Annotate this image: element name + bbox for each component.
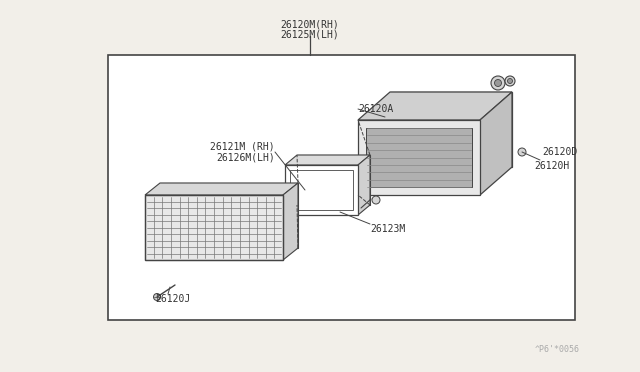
Polygon shape — [480, 92, 512, 195]
Bar — [145, 195, 283, 260]
Bar — [366, 128, 472, 187]
Text: 26121M (RH): 26121M (RH) — [211, 141, 275, 151]
Polygon shape — [145, 183, 298, 195]
Text: 26125M(LH): 26125M(LH) — [280, 29, 339, 39]
Bar — [290, 170, 353, 210]
Polygon shape — [160, 183, 298, 248]
Text: 26120A: 26120A — [358, 104, 393, 114]
Bar — [145, 195, 283, 260]
Circle shape — [495, 80, 502, 87]
Circle shape — [508, 78, 513, 83]
Polygon shape — [390, 92, 512, 167]
Text: 26126M(LH): 26126M(LH) — [216, 152, 275, 162]
Text: 26120J: 26120J — [155, 294, 190, 304]
Polygon shape — [283, 183, 298, 260]
Text: 26123M: 26123M — [370, 224, 405, 234]
Text: ^P6'*0056: ^P6'*0056 — [535, 345, 580, 354]
Text: 26120H: 26120H — [534, 161, 569, 171]
Bar — [285, 165, 358, 215]
Circle shape — [154, 294, 161, 301]
Polygon shape — [358, 92, 512, 120]
Polygon shape — [297, 155, 370, 205]
Circle shape — [491, 76, 505, 90]
Circle shape — [505, 76, 515, 86]
Circle shape — [518, 148, 526, 156]
Polygon shape — [358, 155, 370, 215]
Text: 26120M(RH): 26120M(RH) — [280, 19, 339, 29]
Circle shape — [372, 196, 380, 204]
Polygon shape — [285, 155, 370, 165]
Text: 26120D: 26120D — [542, 147, 577, 157]
Bar — [358, 120, 480, 195]
Bar — [108, 55, 575, 320]
